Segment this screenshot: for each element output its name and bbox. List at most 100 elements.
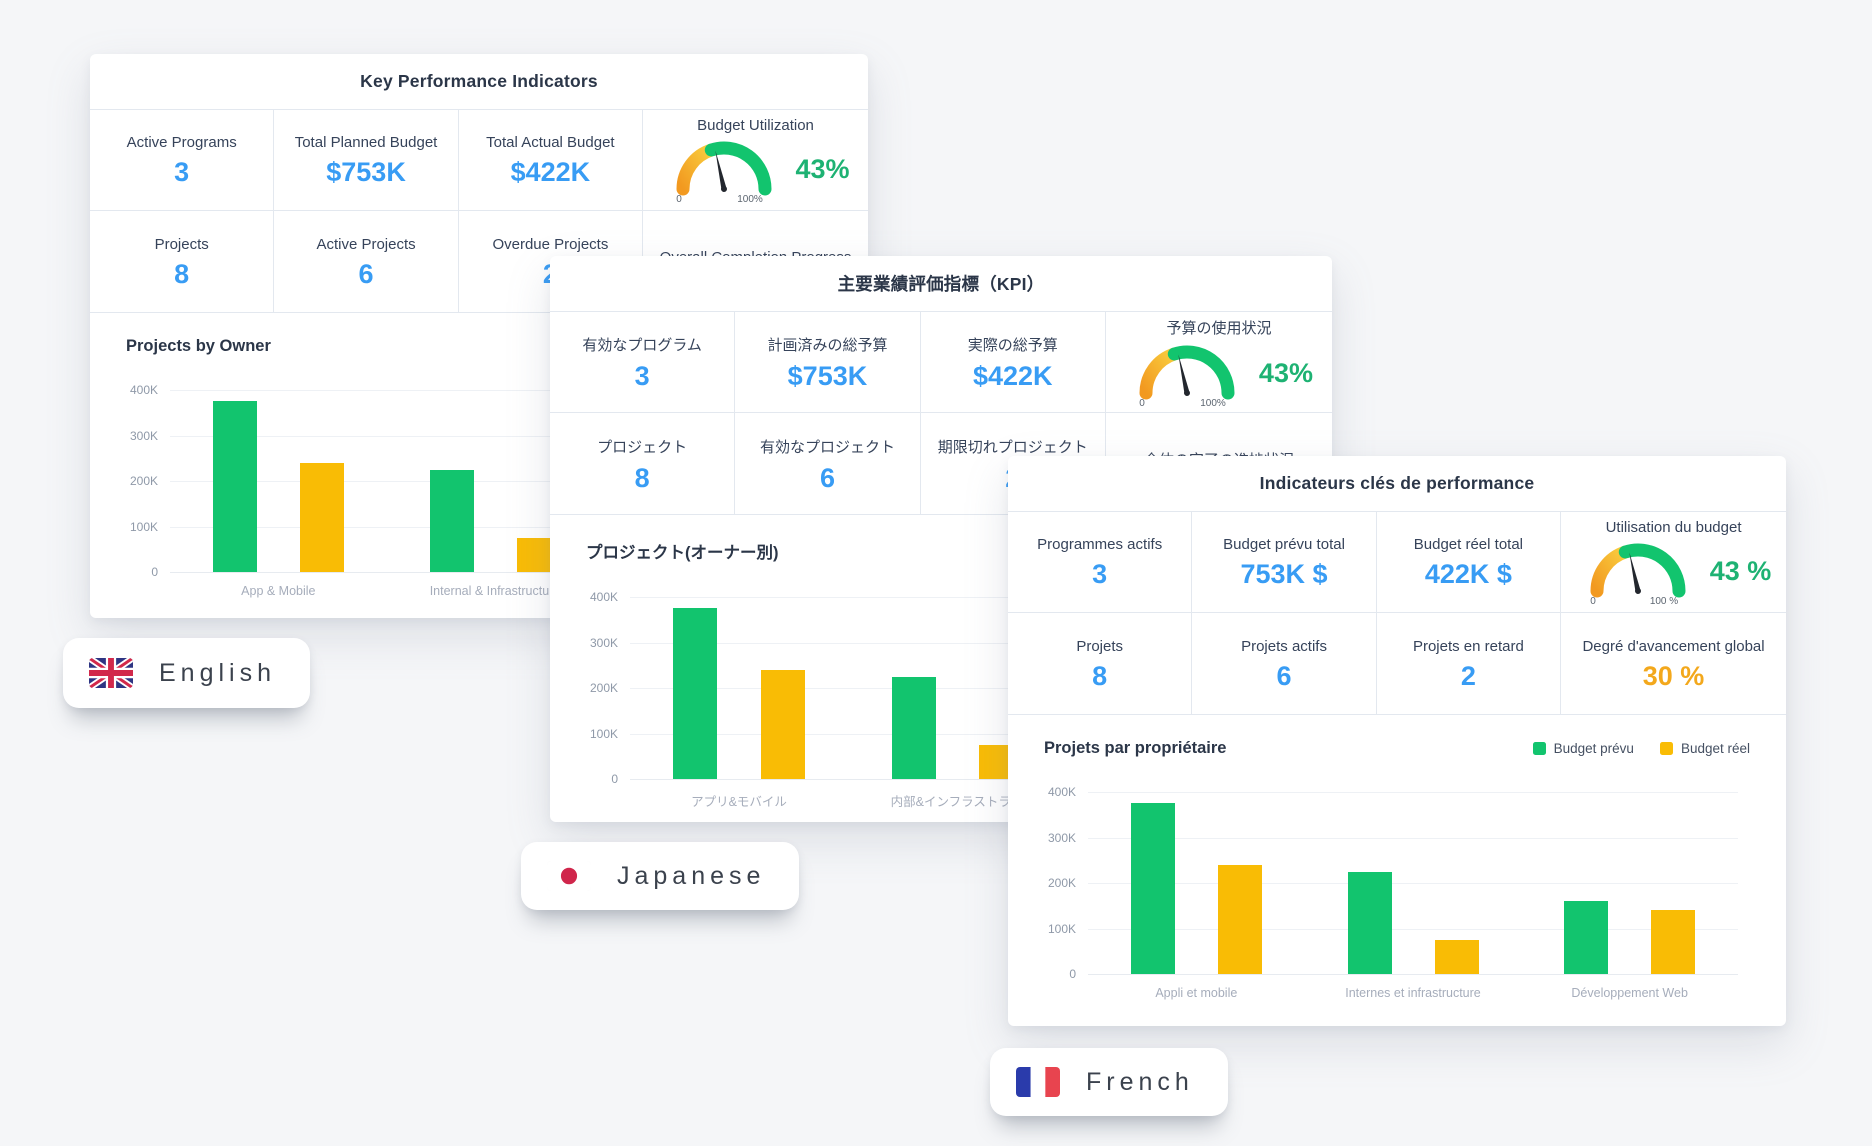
badge-label: French [1086,1067,1194,1096]
card-title: Key Performance Indicators [90,54,868,110]
y-axis-tick: 200K [1047,876,1076,890]
kpi-value: 3 [634,361,650,391]
gridline [630,688,1284,689]
kpi-value: 6 [819,462,835,493]
kpi-value: $753K [326,157,406,187]
kpi-label: 有効なプロジェクト [759,438,895,456]
y-axis-tick: 0 [151,565,158,579]
svg-text:0: 0 [1139,398,1145,408]
legend-item: Budget prévu [1532,741,1634,756]
kpi-cell-total-planned-budget: Total Planned Budget $753K [274,110,459,211]
chart-section: Projects by Owner 400K 300K 200K 100K 0 App &… [90,313,868,598]
bar [429,469,474,572]
y-axis-tick: 100K [129,519,158,534]
bar [1130,803,1175,974]
y-axis-tick: 0 [611,772,618,786]
bar [891,676,936,779]
gridline [1088,883,1738,884]
gridline [1088,837,1738,839]
kpi-cell-active-programs: Active Programs 3 [90,110,275,211]
chart-title: Projects by Owner [126,337,271,355]
bar-chart: 400K 300K 200K 100K 0 App & Mobile Internal & … [130,383,820,598]
card-title: Indicateurs clés de performance [1008,456,1786,512]
legend-item: Budget réel [1659,741,1750,756]
gauge-value: 43% [1258,358,1313,388]
kpi-label: Total Actual Budget [486,134,615,151]
japan-flag-icon [547,861,591,891]
kpi-value: 422K $ [1424,559,1512,589]
gridline [1088,792,1738,793]
kpi-cell-active-programs: Programmes actifs 3 [1008,512,1193,613]
gridline [630,642,1284,644]
language-badge-french[interactable]: French [990,1048,1228,1116]
kpi-label: 計画済みの総予算 [767,337,888,354]
kpi-cell-projects: Projects 8 [90,211,275,312]
gauge-icon: 0 100% [1125,340,1249,408]
bar-chart: 400K 300K 200K 100K 0 アプリ&モバイル 内部&インフラストラク [590,590,1284,809]
bar [299,462,344,572]
kpi-cell-total-actual-budget: Total Actual Budget $422K [458,110,644,211]
kpi-cell-active-programs: 有効なプログラム 3 [550,312,736,413]
kpi-cell-budget-utilization: Utilisation du budget 0 100 % 43 % [1561,512,1786,613]
kpi-cell-projects: プロジェクト 8 [550,413,736,514]
gridline [630,733,1284,735]
legend-label: Budget réel [1680,741,1750,756]
y-axis-tick: 0 [1069,967,1076,981]
category-label: 内部&インフラストラク [890,795,1024,809]
kpi-label: Budget Utilization [697,116,814,134]
y-axis-tick: 400K [1047,785,1076,799]
kpi-cell-total-planned-budget: Budget prévu total 753K $ [1192,512,1377,613]
gridline [1088,928,1738,930]
kpi-label: 期限切れプロジェクト [937,438,1088,456]
bar [673,608,718,779]
svg-text:100%: 100% [737,194,763,204]
language-badge-japanese[interactable]: Japanese [521,842,800,910]
y-axis-tick: 300K [1047,830,1076,845]
chart-title: Projets par propriétaire [1044,739,1227,757]
gauge-icon: 0 100% [662,136,786,204]
kpi-cell-active-projects: Projets actifs 6 [1192,613,1377,714]
gridline [1088,974,1738,975]
kpi-value: $753K [787,361,868,391]
kpi-value: 6 [1276,660,1292,691]
bar [1434,939,1479,974]
y-axis-tick: 400K [589,590,618,604]
kpi-label: プロジェクト [597,438,688,456]
gridline [170,435,820,437]
category-label: Internes et infrastructure [1345,986,1481,1000]
category-label: アプリ&モバイル [691,795,787,809]
bar [760,669,805,779]
legend-swatch-icon [1532,742,1546,755]
category-label: Développement Web [1571,986,1688,1000]
kpi-cell-total-actual-budget: Budget réel total 422K $ [1376,512,1562,613]
kpi-value: 8 [174,258,190,289]
bar-chart: 400K 300K 200K 100K 0 Appli et mobile Internes… [1048,785,1738,1000]
gauge-icon: 0 100 % [1576,538,1700,606]
kpi-label: Budget prévu total [1223,536,1345,553]
bar [1217,864,1262,974]
kpi-label: Utilisation du budget [1605,518,1742,536]
bar [212,401,257,572]
svg-text:100%: 100% [1200,398,1226,408]
gridline [170,481,820,482]
svg-text:0: 0 [676,194,682,204]
kpi-label: Active Programs [126,134,237,151]
kpi-cell-active-projects: Active Projects 6 [274,211,459,312]
gridline [170,526,820,528]
kpi-label: Projets [1076,637,1124,655]
kpi-value: 753K $ [1240,559,1328,589]
kpi-table: Programmes actifs 3 Budget prévu total 7… [1008,512,1786,715]
kpi-label: 実際の総予算 [967,337,1058,354]
y-axis-tick: 100K [1047,921,1076,936]
kpi-label: Projets actifs [1241,637,1327,655]
dashboard-card-french: Indicateurs clés de performance Programm… [1008,456,1786,1026]
chart-section: Projets par propriétaire Budget prévu Bud… [1008,715,1786,1000]
kpi-value: 3 [174,157,190,187]
language-badge-english[interactable]: English [63,638,310,708]
gauge-value: 43% [795,154,850,184]
legend-swatch-icon [1659,742,1673,755]
kpi-label: Overdue Projects [492,235,609,253]
kpi-cell-total-planned-budget: 計画済みの総予算 $753K [735,312,921,413]
bar [1347,871,1392,974]
chart-section: プロジェクト(オーナー別) 400K 300K 200K 100K 0 アプリ&モバイル 内… [550,515,1332,809]
